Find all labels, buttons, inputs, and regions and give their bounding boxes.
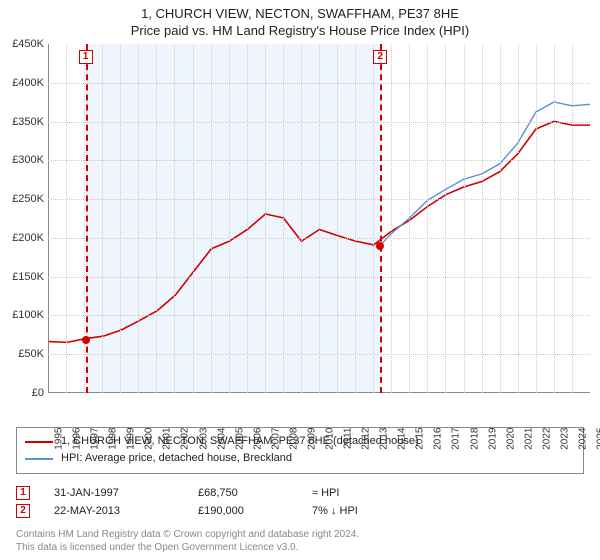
x-tick-label: 2021: [523, 427, 534, 449]
sale-date: 22-MAY-2013: [54, 505, 174, 517]
x-tick-label: 1998: [108, 427, 119, 449]
y-tick-label: £250K: [0, 193, 44, 205]
x-tick-label: 2005: [234, 427, 245, 449]
x-tick-label: 2020: [505, 427, 516, 449]
x-tick-label: 2013: [379, 427, 390, 449]
x-gridline: [373, 44, 374, 393]
x-gridline: [518, 44, 519, 393]
x-tick-label: 2023: [559, 427, 570, 449]
x-tick-label: 2003: [198, 427, 209, 449]
sale-row: 2 22-MAY-2013 £190,000 7% ↓ HPI: [16, 502, 584, 520]
chart-area: £0 £50K £100K £150K £200K £250K £300K £350K £400…: [0, 40, 600, 427]
sale-diff: ≈ HPI: [312, 487, 339, 499]
sale-price: £68,750: [198, 487, 288, 499]
sale-marker-line: [380, 44, 382, 393]
x-gridline: [193, 44, 194, 393]
x-tick-label: 2019: [487, 427, 498, 449]
x-gridline: [409, 44, 410, 393]
x-gridline: [355, 44, 356, 393]
x-gridline: [156, 44, 157, 393]
x-gridline: [66, 44, 67, 393]
series-hpi: [381, 102, 590, 245]
x-gridline: [319, 44, 320, 393]
x-gridline: [174, 44, 175, 393]
y-tick-label: £100K: [0, 309, 44, 321]
y-tick-label: £0: [0, 387, 44, 399]
x-tick-label: 2016: [433, 427, 444, 449]
x-tick-label: 2011: [342, 427, 353, 449]
x-tick-label: 2004: [216, 427, 227, 449]
x-tick-label: 2008: [288, 427, 299, 449]
x-gridline: [120, 44, 121, 393]
footnote: Contains HM Land Registry data © Crown c…: [16, 528, 584, 554]
x-tick-label: 2010: [325, 427, 336, 449]
x-gridline: [572, 44, 573, 393]
x-tick-label: 2002: [180, 427, 191, 449]
y-tick-label: £300K: [0, 154, 44, 166]
y-tick-label: £200K: [0, 232, 44, 244]
x-gridline: [138, 44, 139, 393]
sale-price: £190,000: [198, 505, 288, 517]
x-tick-label: 2024: [578, 427, 589, 449]
x-gridline: [500, 44, 501, 393]
footnote-line: Contains HM Land Registry data © Crown c…: [16, 528, 584, 541]
sales-table: 1 31-JAN-1997 £68,750 ≈ HPI 2 22-MAY-2013 £190…: [16, 484, 584, 520]
x-gridline: [464, 44, 465, 393]
sale-marker-badge: 2: [373, 50, 387, 64]
sale-marker-badge: 1: [79, 50, 93, 64]
x-gridline: [337, 44, 338, 393]
y-tick-label: £450K: [0, 38, 44, 50]
x-gridline: [265, 44, 266, 393]
y-tick-label: £400K: [0, 77, 44, 89]
sale-marker-dot: [82, 336, 90, 344]
x-gridline: [482, 44, 483, 393]
x-tick-label: 2015: [415, 427, 426, 449]
footnote-line: This data is licensed under the Open Gov…: [16, 541, 584, 554]
x-tick-label: 2025: [596, 427, 600, 449]
x-gridline: [283, 44, 284, 393]
x-tick-label: 2001: [162, 427, 173, 449]
x-gridline: [391, 44, 392, 393]
x-gridline: [229, 44, 230, 393]
chart-titles: 1, CHURCH VIEW, NECTON, SWAFFHAM, PE37 8…: [0, 0, 600, 40]
x-tick-label: 2009: [307, 427, 318, 449]
legend-item: HPI: Average price, detached house, Brec…: [25, 450, 575, 468]
x-tick-label: 2006: [252, 427, 263, 449]
x-tick-label: 1996: [72, 427, 83, 449]
legend: 1, CHURCH VIEW, NECTON, SWAFFHAM, PE37 8…: [16, 427, 584, 474]
x-gridline: [536, 44, 537, 393]
sale-diff: 7% ↓ HPI: [312, 505, 358, 517]
x-gridline: [445, 44, 446, 393]
legend-swatch: [25, 458, 53, 460]
x-gridline: [554, 44, 555, 393]
x-tick-label: 2012: [361, 427, 372, 449]
chart-title: 1, CHURCH VIEW, NECTON, SWAFFHAM, PE37 8…: [4, 6, 596, 21]
x-tick-label: 2007: [270, 427, 281, 449]
x-tick-label: 2017: [451, 427, 462, 449]
x-gridline: [301, 44, 302, 393]
sale-marker-dot: [376, 242, 384, 250]
x-tick-label: 2000: [144, 427, 155, 449]
x-gridline: [102, 44, 103, 393]
x-tick-label: 1997: [90, 427, 101, 449]
chart-subtitle: Price paid vs. HM Land Registry's House …: [4, 23, 596, 38]
x-tick-label: 2018: [469, 427, 480, 449]
y-tick-label: £50K: [0, 348, 44, 360]
x-gridline: [211, 44, 212, 393]
y-tick-label: £350K: [0, 116, 44, 128]
x-gridline: [247, 44, 248, 393]
sale-index-badge: 2: [16, 504, 30, 518]
x-tick-label: 1999: [126, 427, 137, 449]
x-tick-label: 1995: [54, 427, 65, 449]
legend-label: HPI: Average price, detached house, Brec…: [61, 450, 292, 468]
sale-date: 31-JAN-1997: [54, 487, 174, 499]
sale-index-badge: 1: [16, 486, 30, 500]
y-tick-label: £150K: [0, 271, 44, 283]
x-gridline: [427, 44, 428, 393]
x-tick-label: 2022: [541, 427, 552, 449]
x-tick-label: 2014: [397, 427, 408, 449]
sale-row: 1 31-JAN-1997 £68,750 ≈ HPI: [16, 484, 584, 502]
legend-swatch: [25, 441, 53, 443]
